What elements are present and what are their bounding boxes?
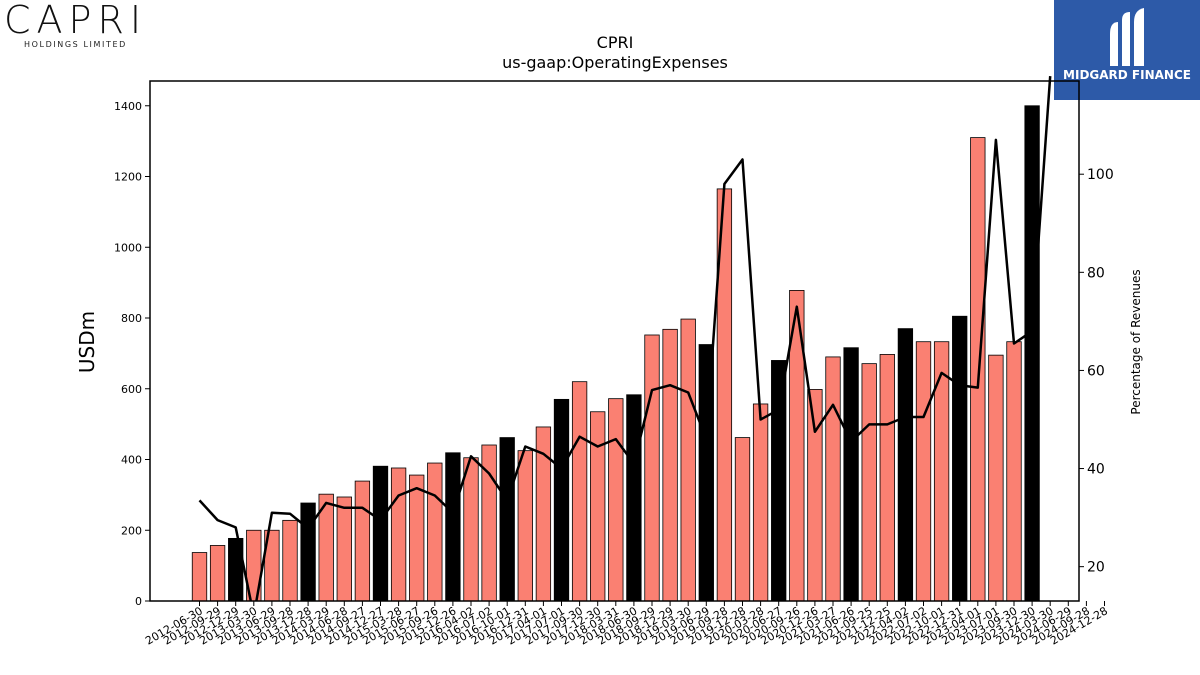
y-tick-label-0: 0 (135, 595, 142, 608)
plot-frame (149, 80, 1080, 602)
bar-1 (209, 545, 226, 602)
bar-30 (734, 437, 751, 602)
bar-20 (553, 398, 570, 602)
y2-tick-label-60: 60 (1087, 363, 1105, 379)
capri-logo: CAPRI HOLDINGS LIMITED (0, 0, 150, 56)
bar-36 (843, 347, 859, 602)
secondary-y-axis-label: Percentage of Revenues (1129, 269, 1143, 414)
bar-9 (354, 480, 371, 602)
bar-11 (390, 467, 407, 602)
midgard-mark-icon (1110, 8, 1144, 66)
y2-tick-label-40: 40 (1087, 462, 1105, 478)
y-tick-label-800: 800 (121, 312, 142, 325)
chart-subtitle: us-gaap:OperatingExpenses (502, 53, 728, 72)
bar-12 (409, 474, 425, 602)
bar-17 (499, 437, 515, 602)
bar-26 (662, 328, 678, 602)
chart-title: CPRI (597, 33, 634, 52)
bar-35 (825, 356, 841, 602)
capri-logo-name: CAPRI (4, 0, 148, 42)
y-tick-label-1400: 1400 (114, 100, 142, 113)
midgard-logo-name: MIDGARD FINANCE (1063, 68, 1191, 82)
y-tick-label-400: 400 (121, 454, 142, 467)
bar-25 (644, 334, 660, 602)
bar-22 (590, 411, 606, 602)
y-axis-label: USDm (75, 311, 99, 373)
bar-43 (970, 137, 986, 602)
bar-5 (282, 519, 298, 602)
bar-40 (915, 341, 932, 602)
y-tick-label-1000: 1000 (114, 241, 142, 254)
bar-18 (517, 450, 533, 602)
y-tick-label-200: 200 (121, 524, 142, 537)
bar-13 (427, 462, 443, 602)
bar-10 (372, 465, 389, 602)
bar-0 (191, 552, 208, 602)
bar-series (191, 105, 1040, 602)
bar-24 (626, 394, 642, 602)
y-tick-label-1200: 1200 (114, 171, 142, 184)
bar-14 (445, 452, 461, 602)
line-series (198, 76, 1052, 601)
capri-logo-subtitle: HOLDINGS LIMITED (24, 40, 127, 49)
bar-8 (336, 496, 352, 602)
bar-34 (807, 389, 823, 602)
bar-37 (861, 363, 877, 602)
bar-41 (933, 341, 950, 602)
bar-32 (771, 360, 787, 602)
y2-tick-label-20: 20 (1087, 560, 1105, 576)
bar-27 (680, 318, 696, 602)
y2-tick-label-100: 100 (1087, 167, 1114, 183)
bar-42 (952, 315, 968, 602)
bar-44 (988, 354, 1004, 602)
bar-21 (571, 381, 588, 602)
axes: 0200400600800100012001400204060801002012… (114, 80, 1114, 648)
bar-38 (879, 354, 895, 602)
percentage-line (198, 76, 1052, 601)
bar-39 (897, 328, 914, 602)
bar-45 (1006, 341, 1022, 602)
bar-15 (463, 457, 479, 602)
bar-6 (300, 502, 316, 602)
y-tick-label-600: 600 (121, 383, 142, 396)
bar-46 (1024, 105, 1040, 602)
bar-31 (752, 403, 769, 602)
bar-23 (608, 398, 624, 602)
y2-tick-label-80: 80 (1087, 265, 1105, 281)
